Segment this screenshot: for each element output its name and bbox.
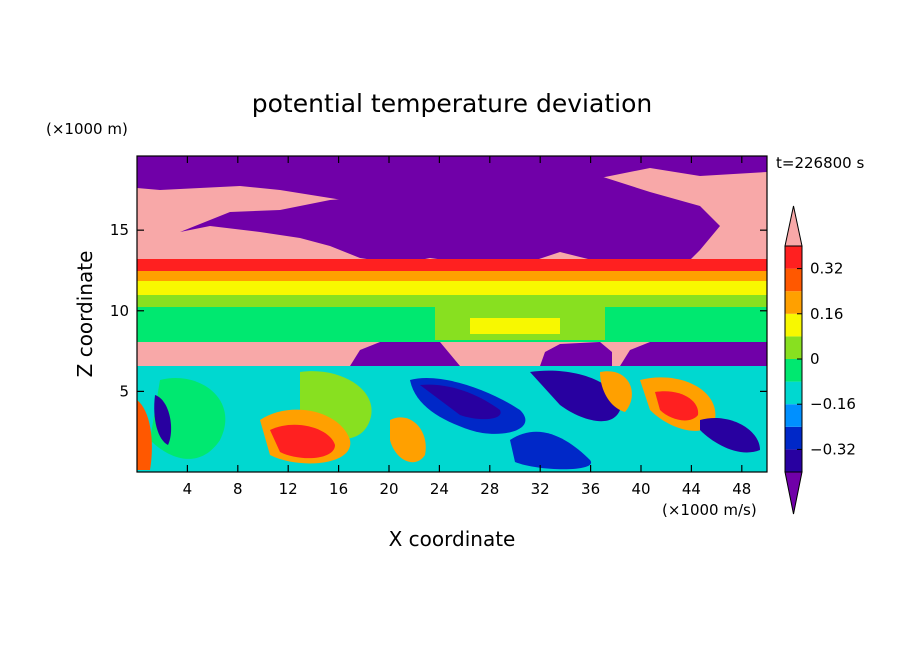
colorbar-swatch xyxy=(785,359,802,382)
band-yellow xyxy=(137,281,767,295)
y-axis: 5 10 15 xyxy=(110,221,767,400)
colorbar-swatch xyxy=(785,449,802,472)
x-tick-label: 24 xyxy=(430,480,449,498)
x-tick-label: 40 xyxy=(631,480,650,498)
y-tick-label: 5 xyxy=(119,382,129,400)
colorbar-swatch xyxy=(785,404,802,427)
y-tick-label: 10 xyxy=(110,302,129,320)
colorbar-tick-label: −0.16 xyxy=(810,395,856,413)
eddy-orange-4 xyxy=(600,371,632,412)
y-tick-label: 15 xyxy=(110,221,129,239)
eddy-orange-left xyxy=(137,400,152,470)
x-axis: 4 8 12 16 20 24 28 32 36 40 44 48 xyxy=(183,156,751,498)
colorbar-swatch xyxy=(785,426,802,450)
x-tick-label: 12 xyxy=(279,480,298,498)
purple-cloud-center xyxy=(180,166,720,300)
band-red xyxy=(137,259,767,271)
x-unit-label: (×1000 m/s) xyxy=(662,501,757,519)
x-tick-label: 16 xyxy=(329,480,348,498)
x-tick-label: 44 xyxy=(682,480,701,498)
x-tick-label: 28 xyxy=(480,480,499,498)
x-axis-label: X coordinate xyxy=(389,527,516,551)
colorbar-swatch xyxy=(785,336,802,359)
eddy-orange-3 xyxy=(390,417,426,463)
colorbar-tick-label: 0.16 xyxy=(810,305,843,323)
colorbar-extend-low xyxy=(784,471,803,515)
colorbar-swatch xyxy=(785,381,802,405)
x-tick-label: 32 xyxy=(531,480,550,498)
colorbar-swatch xyxy=(785,268,802,292)
x-tick-label: 36 xyxy=(581,480,600,498)
x-tick-label: 48 xyxy=(732,480,751,498)
x-tick-label: 20 xyxy=(379,480,398,498)
colorbar-swatch xyxy=(785,246,802,269)
y-unit-label: (×1000 m) xyxy=(46,120,128,138)
colorbar: 0.32 0.16 0 −0.16 −0.32 xyxy=(784,205,856,515)
purple-mid-lobes xyxy=(350,342,767,366)
chart-title: potential temperature deviation xyxy=(252,89,652,118)
eddy-red-1 xyxy=(270,424,335,459)
band-yellow-patch xyxy=(470,318,560,334)
eddy-red-2 xyxy=(655,391,699,421)
plot-area xyxy=(137,156,767,472)
colorbar-extend-high xyxy=(784,205,803,247)
colorbar-tick-label: 0 xyxy=(810,350,820,368)
eddy-navy-3 xyxy=(700,418,760,453)
eddy-navy-left xyxy=(154,395,172,445)
colorbar-swatch xyxy=(785,291,802,314)
x-tick-label: 4 xyxy=(183,480,193,498)
colorbar-tick-label: −0.32 xyxy=(810,440,856,458)
plot-frame xyxy=(136,155,768,473)
colorbar-swatch xyxy=(785,313,802,337)
eddy-navy-1 xyxy=(420,384,501,420)
band-orange xyxy=(137,271,767,281)
eddy-navy-2 xyxy=(530,370,620,422)
y-axis-label: Z coordinate xyxy=(73,251,97,378)
time-label: t=226800 s xyxy=(776,154,864,172)
colorbar-tick-label: 0.32 xyxy=(810,260,843,278)
x-tick-label: 8 xyxy=(233,480,243,498)
eddy-blue-2 xyxy=(510,431,592,470)
